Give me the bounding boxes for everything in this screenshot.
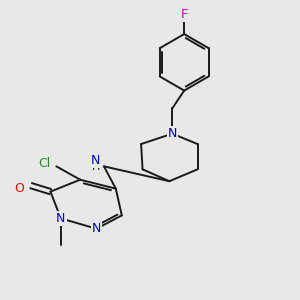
Text: N: N <box>168 127 177 140</box>
Text: H: H <box>92 162 101 172</box>
Text: F: F <box>181 8 188 21</box>
Text: N: N <box>92 222 101 235</box>
Text: N: N <box>90 154 100 167</box>
Text: Cl: Cl <box>38 157 51 170</box>
Text: O: O <box>14 182 24 195</box>
Text: N: N <box>56 212 65 225</box>
